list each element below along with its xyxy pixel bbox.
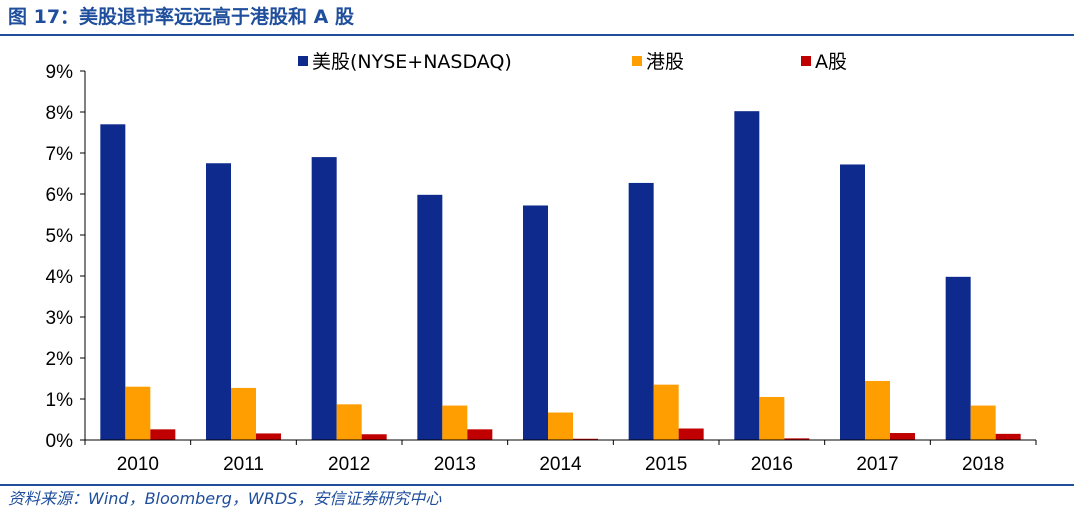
source-note: 资料来源：Wind，Bloomberg，WRDS，安信证券研究中心 bbox=[8, 489, 442, 508]
x-tick-label: 2017 bbox=[856, 454, 898, 475]
x-tick-label: 2015 bbox=[645, 454, 687, 475]
bar bbox=[890, 433, 915, 440]
x-tick-label: 2010 bbox=[117, 454, 159, 475]
bar bbox=[100, 124, 126, 441]
bar bbox=[467, 429, 493, 440]
bar bbox=[150, 429, 176, 440]
title-divider bbox=[0, 34, 1074, 36]
bar bbox=[336, 404, 362, 440]
y-tick-label: 0% bbox=[46, 431, 74, 452]
bar bbox=[206, 163, 231, 440]
legend-label: 美股(NYSE+NASDAQ) bbox=[312, 51, 512, 73]
x-tick-label: 2016 bbox=[751, 454, 793, 475]
bar bbox=[865, 380, 890, 440]
bar bbox=[523, 205, 548, 440]
y-tick-label: 3% bbox=[46, 308, 74, 329]
bar bbox=[628, 182, 654, 440]
legend-label: A股 bbox=[815, 51, 847, 73]
x-tick-label: 2011 bbox=[223, 454, 264, 475]
bar bbox=[361, 434, 387, 440]
legend: 美股(NYSE+NASDAQ) 港股 A股 bbox=[298, 51, 847, 73]
y-tick-label: 4% bbox=[46, 267, 74, 288]
y-tick-label: 1% bbox=[46, 390, 74, 411]
bar bbox=[573, 438, 598, 440]
bar-series bbox=[100, 111, 1021, 441]
source-divider bbox=[0, 484, 1074, 486]
bar bbox=[417, 194, 443, 440]
y-axis-ticks: 0% 1% 2% 3% 4% 5% 6% 7% 8% 9% bbox=[46, 62, 85, 452]
x-tick-label: 2014 bbox=[539, 454, 582, 475]
bar bbox=[231, 387, 256, 440]
x-tick-label: 2012 bbox=[328, 454, 370, 475]
bar bbox=[734, 111, 760, 441]
bar bbox=[970, 405, 996, 440]
y-tick-label: 5% bbox=[46, 226, 74, 247]
bar bbox=[442, 405, 468, 440]
bar bbox=[311, 157, 337, 440]
y-tick-label: 9% bbox=[46, 62, 74, 83]
bar bbox=[945, 276, 971, 440]
figure-title: 图 17：美股退市率远远高于港股和 A 股 bbox=[8, 6, 354, 28]
y-tick-label: 8% bbox=[46, 103, 74, 124]
bar bbox=[840, 164, 865, 441]
bar bbox=[256, 433, 281, 440]
bar bbox=[678, 428, 704, 440]
bar bbox=[125, 386, 151, 440]
x-tick-label: 2018 bbox=[962, 454, 1004, 475]
y-tick-label: 6% bbox=[46, 185, 74, 206]
legend-swatch bbox=[632, 56, 642, 66]
bar bbox=[784, 438, 810, 440]
bar bbox=[995, 433, 1021, 440]
bar bbox=[759, 396, 785, 440]
bar bbox=[653, 384, 679, 440]
bar bbox=[548, 412, 573, 440]
x-axis-ticks: 2010 2011 2012 2013 2014 2015 2016 2017 2018 bbox=[84, 440, 1037, 475]
legend-swatch bbox=[801, 56, 811, 66]
legend-label: 港股 bbox=[646, 51, 684, 73]
bar-chart: 0%1%2%3%4%5%6%7%8%9% 2010 2011 2012 2013 201… bbox=[46, 51, 1037, 475]
y-tick-label: 7% bbox=[46, 144, 74, 165]
x-tick-label: 2013 bbox=[434, 454, 476, 475]
y-tick-label: 2% bbox=[46, 349, 74, 370]
legend-swatch bbox=[298, 56, 308, 66]
